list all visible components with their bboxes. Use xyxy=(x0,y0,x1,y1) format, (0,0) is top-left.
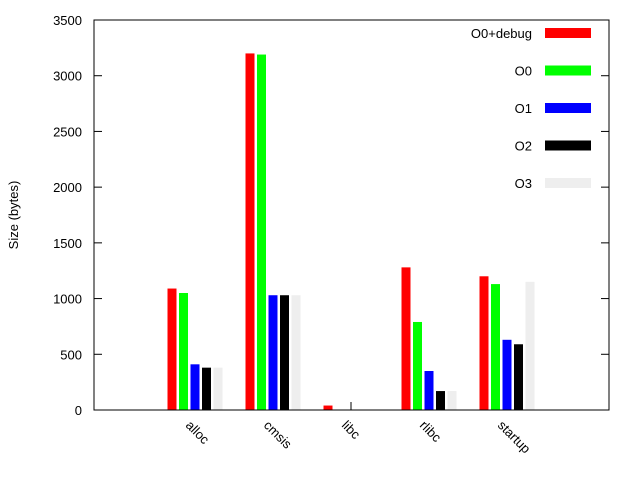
bar-rlibc-O0+debug xyxy=(401,267,411,410)
legend-swatch-O1 xyxy=(545,103,591,113)
plot-frame xyxy=(93,19,610,411)
bar-cmsis-O1 xyxy=(268,295,278,410)
bar-rlibc-O0 xyxy=(413,321,422,410)
bar-libc-O0+debug xyxy=(323,405,333,410)
bar-rlibc-O3 xyxy=(447,391,457,410)
bar-cmsis-O0+debug xyxy=(245,53,255,411)
bar-alloc-O2 xyxy=(202,367,211,410)
bar-cmsis-O2 xyxy=(280,295,289,410)
y-tick-label: 3000 xyxy=(53,69,82,84)
bar-alloc-O0+debug xyxy=(167,288,177,410)
bar-cmsis-O0 xyxy=(257,54,266,411)
bar-alloc-O0 xyxy=(179,293,188,410)
y-tick-label: 3500 xyxy=(53,13,82,28)
x-tick-label-startup: startup xyxy=(495,418,534,457)
bar-rlibc-O1 xyxy=(424,371,434,410)
y-axis: 0 500 1000 1500 2000 2500 3000 3500 xyxy=(53,13,609,418)
legend-label-O2: O2 xyxy=(515,139,532,154)
x-tick-label-alloc: alloc xyxy=(183,418,213,448)
legend-swatch-O2 xyxy=(545,140,591,151)
bar-startup-O3 xyxy=(525,281,535,410)
y-tick-label: 0 xyxy=(75,403,82,418)
x-tick-label-cmsis: cmsis xyxy=(261,418,295,452)
bar-rlibc-O2 xyxy=(436,391,445,410)
bar-startup-O0+debug xyxy=(479,276,489,410)
bar-startup-O0 xyxy=(491,284,500,410)
legend-swatch-O0+debug xyxy=(545,28,591,38)
y-tick-label: 2500 xyxy=(53,124,82,139)
bar-startup-O1 xyxy=(502,339,512,410)
bar-alloc-O1 xyxy=(190,364,200,410)
legend: O0+debug O0 O1 O2 O3 xyxy=(471,26,591,191)
bar-cmsis-O3 xyxy=(291,295,301,410)
legend-swatch-O0 xyxy=(545,65,591,76)
legend-label-O0+debug: O0+debug xyxy=(471,26,532,41)
y-tick-label: 500 xyxy=(60,347,82,362)
y-tick-label: 1000 xyxy=(53,292,82,307)
x-tick-label-rlibc: rlibc xyxy=(417,418,445,446)
y-axis-label: Size (bytes) xyxy=(6,181,21,250)
bars xyxy=(167,53,535,411)
legend-label-O1: O1 xyxy=(515,101,532,116)
x-tick-label-libc: libc xyxy=(339,418,364,443)
y-tick-label: 1500 xyxy=(53,236,82,251)
bar-alloc-O3 xyxy=(213,367,223,410)
legend-label-O0: O0 xyxy=(515,64,532,79)
bar-startup-O2 xyxy=(514,344,523,410)
legend-label-O3: O3 xyxy=(515,176,532,191)
legend-swatch-O3 xyxy=(545,178,591,188)
y-tick-label: 2000 xyxy=(53,180,82,195)
